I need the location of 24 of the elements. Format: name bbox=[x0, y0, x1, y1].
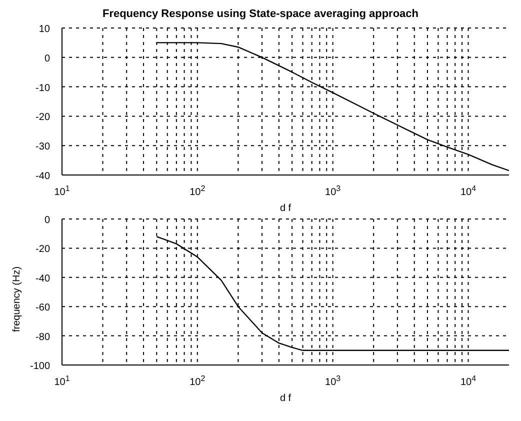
x-tick-label: 10$^{1}$ bbox=[54, 374, 70, 388]
y-tick-label: -80 bbox=[36, 332, 50, 343]
x-tick-label: 10$^{2}$ bbox=[190, 184, 206, 198]
y-tick-label: -40 bbox=[36, 171, 50, 182]
x-tick-label: 10$^{4}$ bbox=[460, 184, 477, 198]
y-tick-label: -40 bbox=[36, 273, 50, 284]
x-axis-title: d f bbox=[280, 203, 292, 214]
x-tick-label: 10$^{1}$ bbox=[54, 184, 70, 198]
y-axis-title: frequency (Hz) bbox=[12, 266, 23, 332]
x-tick-label: 10$^{3}$ bbox=[325, 184, 342, 198]
y-tick-label: 0 bbox=[44, 215, 50, 226]
y-tick-label: -30 bbox=[36, 142, 50, 153]
y-tick-label: -60 bbox=[36, 302, 50, 314]
y-tick-label: -20 bbox=[36, 112, 50, 124]
y-tick-label: -20 bbox=[36, 244, 50, 256]
x-tick-label: 10$^{4}$ bbox=[460, 374, 477, 388]
chart-title: Frequency Response using State-space averaging approach bbox=[101, 8, 420, 22]
y-tick-label: 10 bbox=[38, 24, 50, 35]
y-tick-label: -100 bbox=[30, 361, 50, 372]
x-axis-title: d f bbox=[280, 393, 292, 404]
y-tick-label: -10 bbox=[36, 82, 50, 94]
x-tick-label: 10$^{3}$ bbox=[325, 374, 342, 388]
x-tick-label: 10$^{2}$ bbox=[190, 374, 206, 388]
y-tick-label: 0 bbox=[44, 53, 50, 64]
